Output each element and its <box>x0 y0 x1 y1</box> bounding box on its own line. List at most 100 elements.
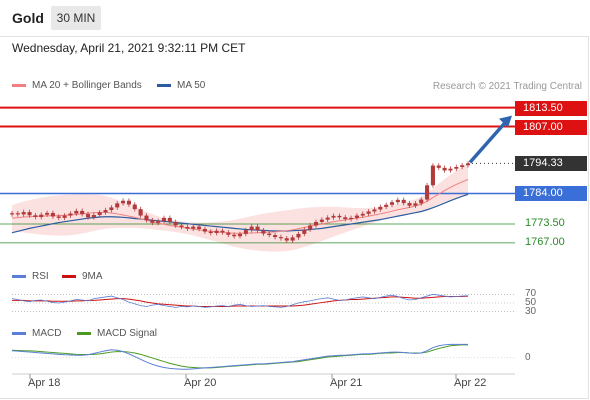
forecast-arrow-head <box>499 115 512 128</box>
candle-body <box>220 230 225 233</box>
candle-body <box>465 163 471 166</box>
candle-body <box>156 221 161 223</box>
level-label-1784.00: 1784.00 <box>515 186 587 202</box>
candle-body <box>144 215 149 221</box>
candle-body <box>167 217 172 222</box>
ma50-legend-label: MA 50 <box>177 80 206 91</box>
chart-header: Gold 30 MIN <box>0 0 590 36</box>
rsi-swatch <box>12 274 26 278</box>
candle-body <box>267 233 272 236</box>
candle-body <box>302 229 307 234</box>
x-tick-label-Apr-20: Apr 20 <box>184 377 217 389</box>
macd-signal-legend-label: MACD Signal <box>97 328 158 339</box>
candle-body <box>109 207 114 211</box>
x-tick-label-Apr-18: Apr 18 <box>28 377 61 389</box>
x-tick-label-Apr-21: Apr 21 <box>330 377 363 389</box>
candle-body <box>389 202 395 205</box>
timeframe-tab[interactable]: 30 MIN <box>51 6 101 30</box>
candle-body <box>308 225 313 230</box>
legend-rsi: RSI <box>12 271 49 282</box>
legend-macd-signal: MACD Signal <box>77 328 157 339</box>
candle-body <box>33 215 38 218</box>
chart-frame <box>0 36 589 399</box>
rsi-level-label-30: 30 <box>525 305 537 317</box>
candle-body <box>15 213 20 215</box>
candle-body <box>39 214 44 218</box>
candle-body <box>284 238 289 241</box>
level-label-1794.33: 1794.33 <box>515 156 587 172</box>
legend-ma50: MA 50 <box>157 80 205 91</box>
candle-body <box>337 215 342 218</box>
candle-body <box>378 206 383 210</box>
candle-body <box>413 203 418 206</box>
candle-body <box>419 199 424 204</box>
level-label-1767.00: 1767.00 <box>525 235 565 248</box>
candle-body <box>425 185 430 200</box>
candle-body <box>430 165 435 186</box>
forecast-arrow-shaft <box>468 120 508 164</box>
macd-line <box>11 343 468 370</box>
candle-body <box>197 226 202 229</box>
candle-body <box>243 230 248 234</box>
legend-ma20: MA 20 + Bollinger Bands <box>12 80 142 91</box>
research-credit: Research © 2021 Trading Central <box>432 81 582 92</box>
candle-body <box>436 165 441 168</box>
candle-body <box>91 214 96 218</box>
rsi-level-label-50: 50 <box>525 297 537 308</box>
candle-body <box>179 225 184 227</box>
candle-body <box>80 210 85 215</box>
candle-body <box>74 210 79 214</box>
candle-body <box>325 217 330 220</box>
candle-body <box>214 230 219 234</box>
ma20-swatch <box>12 83 26 87</box>
level-label-1773.50: 1773.50 <box>525 217 565 229</box>
candle-body <box>237 233 243 237</box>
candle-body <box>9 213 15 215</box>
candle-body <box>191 226 196 229</box>
macd-swatch <box>12 331 26 335</box>
candle-body <box>121 200 126 204</box>
candle-body <box>384 204 389 207</box>
candle-body <box>401 199 406 204</box>
rsi-ma-legend-label: 9MA <box>82 271 103 282</box>
candle-body <box>97 212 102 215</box>
rsi-ma-line <box>12 295 469 307</box>
candle-body <box>354 215 359 218</box>
candle-body <box>50 212 55 217</box>
macd-signal-swatch <box>77 331 91 335</box>
candle-body <box>360 213 365 216</box>
rsi-ma-swatch <box>62 274 76 278</box>
candle-body <box>45 212 50 215</box>
rsi-level-label-70: 70 <box>525 288 537 300</box>
candle-body <box>278 237 283 239</box>
candle-body <box>115 203 120 208</box>
candle-body <box>21 212 26 215</box>
candle-body <box>126 200 131 205</box>
candle-body <box>232 234 237 237</box>
candle-body <box>226 232 231 235</box>
candle-body <box>208 231 213 234</box>
candle-body <box>448 168 453 171</box>
candle-body <box>454 166 459 169</box>
x-tick-label-Apr-22: Apr 22 <box>454 377 487 389</box>
macd-zero-label: 0 <box>525 351 531 363</box>
candle-body <box>202 228 207 232</box>
candle-body <box>442 167 447 171</box>
candle-body <box>407 203 412 206</box>
candle-body <box>103 210 108 213</box>
candle-body <box>290 237 295 241</box>
ma50-swatch <box>157 83 171 87</box>
candle-body <box>255 226 260 231</box>
candle-body <box>331 215 336 218</box>
candle-body <box>68 213 73 216</box>
candle-body <box>161 217 167 222</box>
candle-body <box>173 221 178 226</box>
legend-macd: MACD <box>12 328 61 339</box>
candle-body <box>343 217 348 220</box>
legend-rsi-ma: 9MA <box>62 271 103 282</box>
candle-body <box>132 204 137 210</box>
rsi-line <box>11 293 469 308</box>
candle-body <box>261 230 266 234</box>
candle-body <box>460 165 465 167</box>
